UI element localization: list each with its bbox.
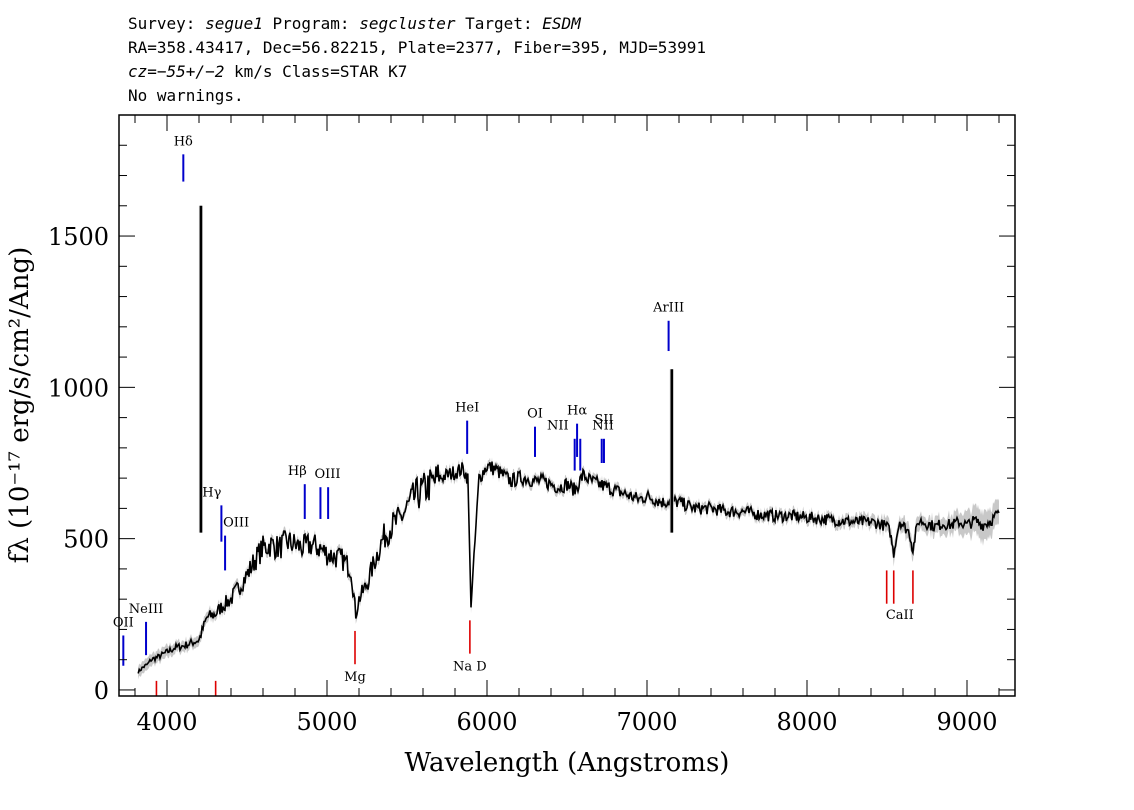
emission-line-label: OIII (223, 516, 249, 531)
emission-line-label: Hγ (202, 485, 221, 500)
x-tick-label: 8000 (776, 708, 837, 736)
x-tick-label: 5000 (296, 708, 357, 736)
emission-line-label: Hβ (288, 464, 307, 479)
emission-line-label: OI (527, 407, 543, 422)
emission-line-label: NII (592, 419, 614, 434)
cz-label: cz (128, 62, 148, 81)
program-label: Program: (262, 14, 360, 33)
emission-line-label: OIII (314, 467, 340, 482)
x-axis-label: Wavelength (Angstroms) (405, 748, 730, 778)
x-tick-label: 4000 (136, 708, 197, 736)
header-line-4: No warnings. (128, 86, 244, 105)
absorption-line-label: Mg (344, 670, 366, 685)
x-tick-label: 7000 (616, 708, 677, 736)
emission-line-label: Hδ (174, 134, 193, 149)
program-value: segcluster (359, 14, 456, 33)
cz-value: =−55+/−2 (147, 62, 225, 81)
survey-value: segue1 (205, 14, 263, 33)
emission-line-label: ArIII (652, 301, 684, 316)
absorption-line-label: CaII (886, 608, 914, 623)
y-tick-label: 0 (94, 677, 109, 705)
y-tick-label: 500 (63, 526, 109, 554)
y-tick-label: 1500 (48, 223, 109, 251)
target-label: Target: (455, 14, 543, 33)
header-line-1: Survey: segue1 Program: segcluster Targe… (128, 14, 581, 34)
y-axis-label: fλ (10⁻¹⁷ erg/s/cm²/Ang) (5, 247, 35, 563)
y-tick-label: 1000 (48, 374, 109, 402)
absorption-line-label: Na D (453, 659, 487, 674)
error-band (138, 457, 999, 680)
survey-label: Survey: (128, 14, 206, 33)
emission-line-label: OII (113, 615, 134, 630)
header-line-3: cz=−55+/−2 km/s Class=STAR K7 (128, 62, 407, 82)
x-tick-label: 9000 (936, 708, 997, 736)
emission-line-label: NII (547, 419, 569, 434)
target-value: ESDM (542, 14, 581, 33)
spectrum-line (137, 461, 1000, 674)
emission-line-label: NeIII (129, 602, 163, 617)
emission-line-label: SII (594, 413, 613, 428)
axes: 4000 5000 6000 7000 8000 9000050010001500OIIN… (48, 115, 1015, 736)
emission-line-label: HeI (455, 401, 479, 416)
plot-frame (118, 114, 1016, 697)
x-tick-label: 6000 (456, 708, 517, 736)
plot-area (122, 154, 1000, 696)
header-line-2: RA=358.43417, Dec=56.82215, Plate=2377, … (128, 38, 706, 57)
emission-line-label: Hα (567, 404, 587, 419)
cz-rest: km/s Class=STAR K7 (224, 62, 408, 81)
